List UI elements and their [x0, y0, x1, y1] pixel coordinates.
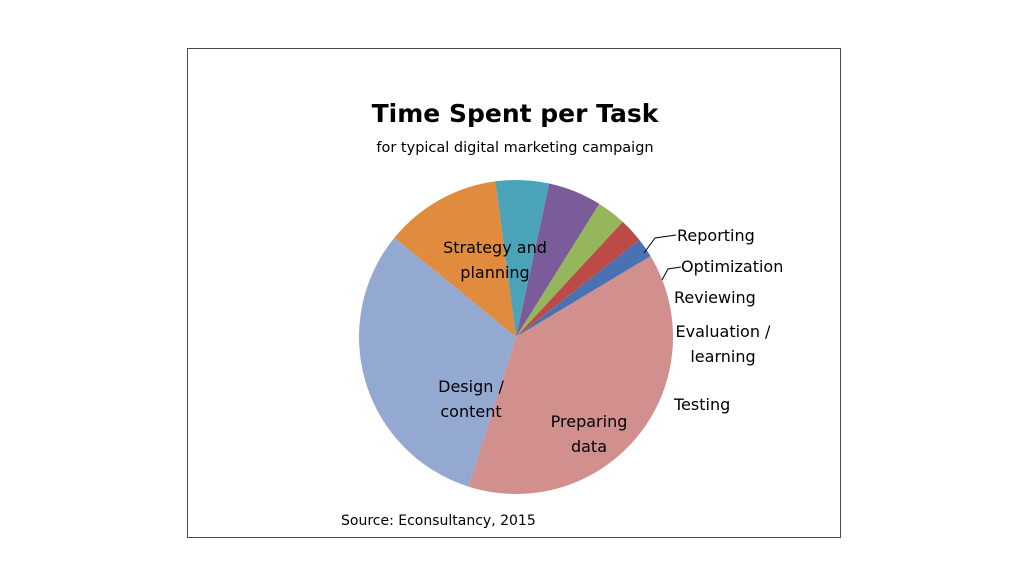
leader-line-reporting [643, 234, 677, 254]
slice-label-optimization: Optimization [681, 257, 783, 276]
pie-slice-reviewing [516, 203, 623, 337]
pie-slice-preparing-data [394, 181, 516, 337]
slice-label-testing: Testing [673, 395, 730, 414]
chart-subtitle: for typical digital marketing campaign [376, 140, 653, 156]
slice-label-design-content: Design / content [438, 377, 504, 421]
pie-chart: Time Spent per Task for typical digital … [341, 99, 783, 529]
pie-slice-reporting [516, 239, 651, 337]
chart-source: Source: Econsultancy, 2015 [341, 513, 536, 529]
chart-frame: Time Spent per Task for typical digital … [187, 48, 841, 538]
pie-slice-evaluation-learning [516, 183, 600, 337]
pie-slices [358, 180, 674, 494]
pie-slice-strategy-and-planning [468, 256, 674, 494]
slice-label-reporting: Reporting [677, 226, 755, 245]
pie-slice-optimization [516, 221, 640, 337]
slice-label-reviewing: Reviewing [674, 288, 756, 307]
pie-slice-design-content [358, 237, 516, 487]
leader-lines [643, 234, 682, 281]
leader-line-optimization [661, 266, 682, 281]
slice-label-strategy-and-planning: Strategy and planning [443, 238, 547, 282]
chart-title: Time Spent per Task [372, 99, 660, 128]
slice-label-preparing-data: Preparing data [551, 412, 628, 456]
slice-label-evaluation-learning: Evaluation / learning [676, 322, 772, 366]
pie-slice-testing [495, 180, 550, 337]
slice-labels: Reporting Optimization Reviewing Evaluation… [438, 226, 783, 456]
